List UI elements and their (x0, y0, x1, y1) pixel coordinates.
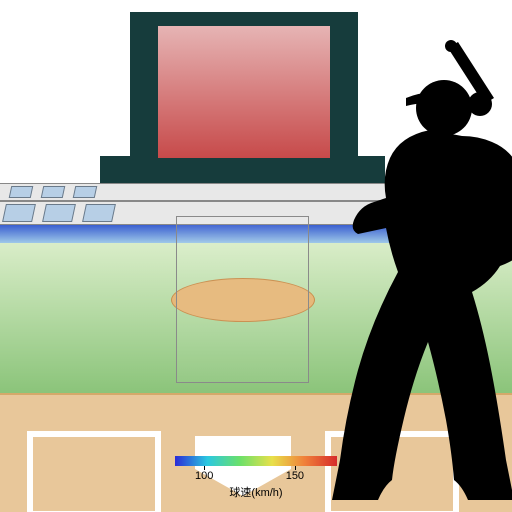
legend-tick-label: 150 (286, 470, 304, 482)
batter-silhouette (298, 38, 512, 500)
velocity-colorbar (175, 456, 337, 466)
velocity-label: 球速(km/h) (229, 484, 282, 500)
velocity-legend: 球速(km/h) 100 150 (175, 456, 337, 500)
pitch-location-scene: 球速(km/h) 100 150 (0, 0, 512, 512)
legend-tick-label: 100 (195, 470, 213, 482)
strike-zone (176, 216, 309, 383)
